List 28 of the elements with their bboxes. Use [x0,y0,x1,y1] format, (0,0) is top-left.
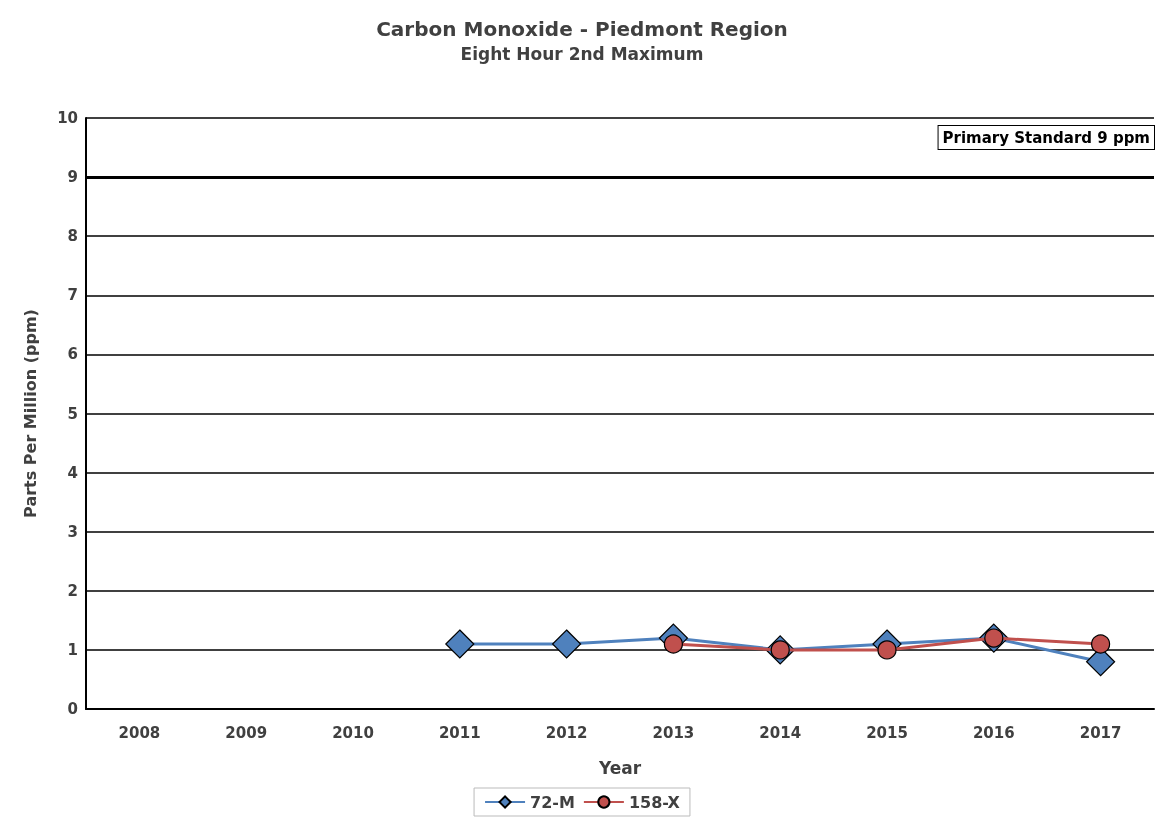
y-tick-label: 10 [57,109,78,127]
y-tick-label: 5 [67,404,78,423]
x-tick-label: 2016 [972,723,1015,742]
y-tick-label: 0 [67,700,78,718]
y-tick-label: 2 [67,581,78,600]
x-tick-label: 2010 [332,723,374,742]
y-tick-label: 4 [67,463,78,482]
y-axis-title: Parts Per Million (ppm) [20,309,40,518]
legend-label: 72-M [530,792,575,812]
x-tick-label: 2014 [759,723,802,742]
y-tick-label: 3 [67,522,78,541]
y-tick-label: 8 [67,227,78,246]
x-tick-label: 2009 [225,723,268,742]
y-tick-label: 9 [67,168,78,187]
y-tick-label: 6 [67,345,78,364]
legend-label: 158-X [628,792,681,812]
x-tick-label: 2012 [545,723,588,742]
chart-subtitle: Eight Hour 2nd Maximum [460,43,704,64]
x-axis-title: Year [597,757,642,778]
x-tick-label: 2015 [866,723,908,742]
x-tick-label: 2008 [118,723,161,742]
y-tick-label: 7 [67,286,78,305]
ref-line-label: Primary Standard 9 ppm [942,128,1150,147]
x-tick-label: 2011 [438,723,481,742]
y-tick-label: 1 [67,640,78,659]
chart-title: Carbon Monoxide - Piedmont Region [376,17,788,41]
x-tick-label: 2017 [1079,723,1122,742]
x-tick-label: 2013 [652,723,695,742]
